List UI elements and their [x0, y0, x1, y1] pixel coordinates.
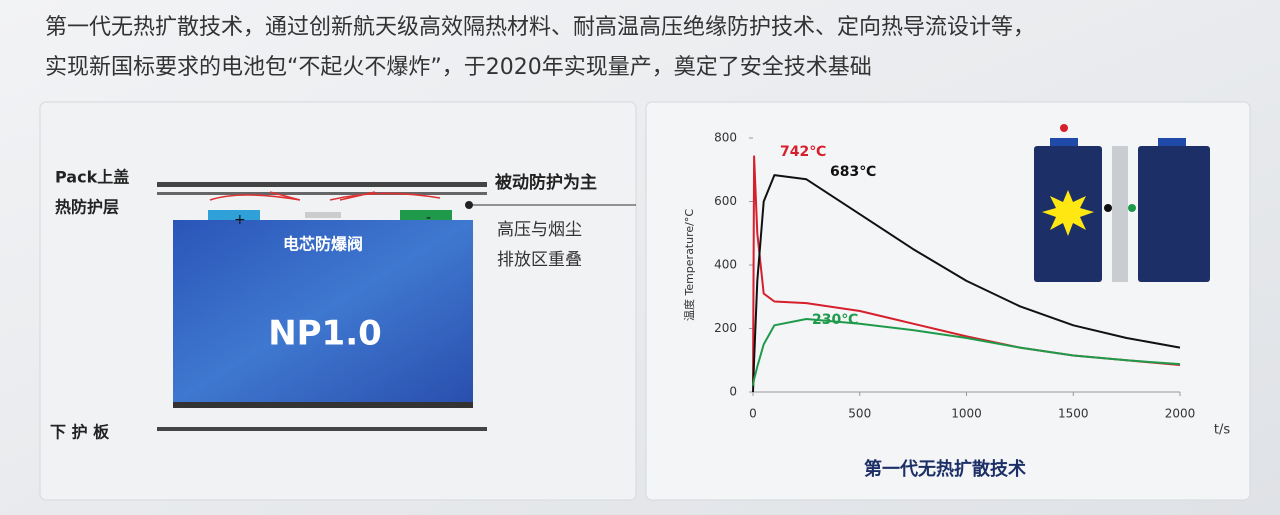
cell-name: NP1.0 — [268, 314, 382, 354]
heat-arrows — [209, 191, 441, 201]
dot — [1128, 204, 1136, 212]
y-tick-label: 600 — [714, 194, 737, 208]
y-tick-label: 400 — [714, 258, 737, 272]
label: 电芯防爆阀 — [283, 235, 363, 254]
label: 排放区重叠 — [497, 250, 582, 270]
bottom-plate — [157, 427, 487, 431]
header-line: 实现新国标要求的电池包“不起火不爆炸”，于2020年实现量产，奠定了安全技术基础 — [45, 55, 872, 80]
label: Pack上盖 — [55, 168, 129, 187]
x-tick-label: 1500 — [1058, 407, 1089, 421]
x-tick-label: 500 — [848, 407, 871, 421]
battery-cap — [1050, 138, 1078, 146]
terminal — [208, 210, 260, 220]
dot — [1060, 124, 1068, 132]
battery-cap — [1158, 138, 1186, 146]
thermal-layer — [157, 192, 487, 195]
y-axis-label: 温度 Temperature/°C — [682, 209, 696, 321]
series-line — [752, 174, 1181, 393]
x-tick-label: 0 — [749, 407, 757, 421]
label: 高压与烟尘 — [497, 220, 582, 240]
chart: 0 200 400 600 800 0 500 1000 1500 2000 t/s 温度 Tempe… — [682, 131, 1230, 481]
vent — [305, 212, 341, 218]
fire-burst — [1042, 190, 1094, 236]
header-line: 第一代无热扩散技术，通过创新航天级高效隔热材料、耐高温高压绝缘防护技术、定向热导… — [45, 15, 1035, 40]
chart-title: 第一代无热扩散技术 — [864, 458, 1026, 480]
series-label: 683℃ — [830, 164, 876, 180]
pack-cover — [157, 182, 487, 187]
x-tick-label: 1000 — [951, 407, 982, 421]
dot — [465, 201, 473, 209]
battery — [1138, 146, 1210, 282]
barrier — [1112, 146, 1128, 282]
cell — [173, 220, 473, 402]
y-tick-label: 800 — [714, 131, 737, 145]
label: 热防护层 — [55, 198, 119, 217]
x-axis-label: t/s — [1214, 423, 1230, 438]
label: 下 护 板 — [50, 423, 110, 442]
x-tick-label: 2000 — [1165, 407, 1196, 421]
series-label: 230℃ — [812, 312, 858, 328]
cell-base — [173, 402, 473, 408]
series-label: 742℃ — [780, 144, 826, 160]
minus: - — [426, 210, 431, 226]
y-tick-label: 0 — [729, 385, 737, 399]
y-tick-label: 200 — [714, 321, 737, 335]
plus: + — [234, 212, 246, 228]
dot — [1104, 204, 1112, 212]
label: 被动防护为主 — [495, 172, 597, 193]
series-line — [752, 318, 1181, 386]
terminal — [400, 210, 452, 220]
